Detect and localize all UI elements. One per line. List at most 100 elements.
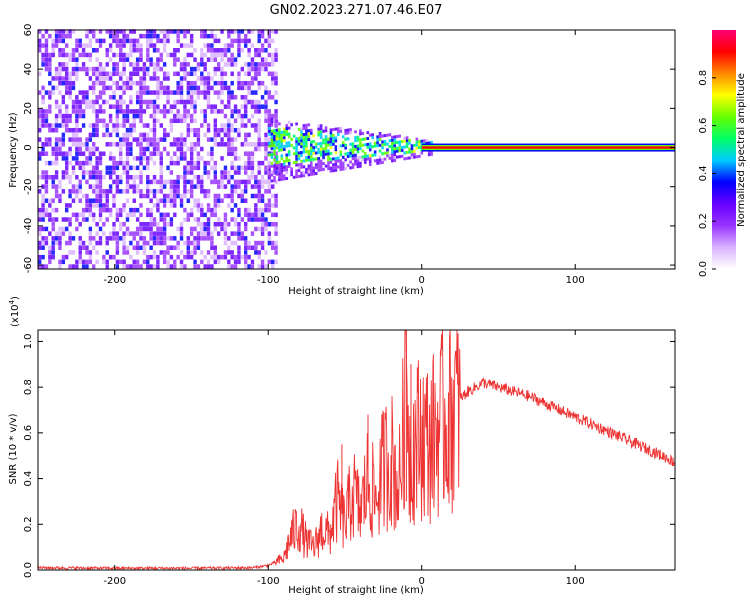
spectrogram-cell (324, 129, 328, 133)
spectrogram-cell (196, 132, 201, 138)
spectrogram-cell (216, 52, 221, 58)
spectrogram-cell (129, 85, 133, 91)
spectrogram-cell (149, 57, 153, 62)
spectrogram-cell (85, 245, 89, 250)
spectrogram-cell (65, 85, 69, 91)
spectrogram-cell (92, 151, 96, 156)
spectrogram-cell (105, 142, 109, 147)
spectrogram-cell (413, 155, 416, 159)
spectrogram-cell (213, 123, 217, 128)
spectrogram-cell (237, 207, 241, 213)
spectrogram-cell (271, 52, 275, 58)
spectrogram-cell (344, 146, 347, 150)
spectrogram-cell (220, 52, 224, 58)
spectrogram-cell (203, 132, 207, 138)
spectrogram-cell (115, 189, 120, 194)
spectrogram-cell (58, 80, 62, 86)
spectrogram-cell (273, 170, 276, 174)
spectrogram-cell (122, 142, 126, 147)
spectrogram-cell (92, 90, 96, 95)
spectrogram-cell (213, 132, 217, 138)
spectrogram-cell (193, 146, 197, 152)
spectrogram-cell (278, 172, 281, 176)
spectrogram-cell (78, 90, 82, 95)
spectrogram-cell (196, 264, 201, 269)
spectrogram-cell (193, 132, 197, 138)
spectrogram-cell (267, 259, 272, 265)
spectrogram-cell (81, 174, 86, 180)
spectrogram-cell (135, 48, 140, 53)
spectrogram-cell (230, 90, 234, 95)
spectrogram-cell (115, 142, 120, 147)
spectrogram-cell (78, 240, 82, 246)
spectrogram-cell (233, 254, 238, 260)
spectrogram-cell (213, 165, 217, 171)
spectrogram-cell (196, 236, 201, 241)
spectrogram-cell (142, 66, 147, 72)
spectrogram-cell (61, 38, 66, 44)
spectrogram-cell (132, 236, 136, 241)
spectrogram-cell (75, 127, 79, 133)
spectrogram-cell (322, 150, 325, 154)
spectrogram-cell (216, 66, 221, 72)
spectrogram-cell (275, 166, 279, 170)
spectrogram-cell (247, 85, 251, 91)
spectrogram-cell (268, 168, 271, 172)
spectrogram-cell (122, 85, 126, 91)
spectrogram-cell (233, 259, 238, 265)
spectrogram-cell (122, 250, 126, 255)
spectrogram-cell (68, 189, 72, 194)
spectrogram-cell (273, 179, 276, 183)
spectrogram-cell (203, 109, 207, 114)
spectrogram-cell (88, 43, 93, 48)
spectrogram-cell (297, 157, 301, 161)
spectrogram-cell (322, 141, 325, 145)
spectrogram-cell (173, 212, 177, 218)
spectrogram-cell (95, 80, 99, 86)
spectrogram-cell (359, 132, 362, 136)
spectrogram-cell (393, 147, 397, 151)
spectrogram-cell (125, 189, 130, 194)
spectrogram-cell (102, 118, 106, 124)
spectrogram-cell (305, 167, 308, 171)
spectrogram-cell (186, 80, 190, 86)
spectrogram-cell (274, 170, 278, 175)
spectrogram-cell (176, 142, 180, 147)
spectrogram-cell (267, 38, 272, 44)
spectrogram-cell (186, 123, 190, 128)
spectrogram-cell (173, 264, 177, 269)
spectrogram-cell (227, 127, 231, 133)
spectrogram-cell (346, 154, 350, 158)
spectrogram-cell (44, 113, 49, 119)
spectrogram-cell (270, 170, 274, 174)
spectrogram-cell (129, 71, 133, 77)
spectrogram-cell (71, 71, 76, 77)
spectrogram-cell (260, 179, 265, 185)
spectrogram-cell (254, 90, 258, 95)
spectrogram-cell (213, 207, 217, 213)
spectrogram-cell (169, 123, 174, 128)
spectrogram-cell (108, 57, 113, 62)
spectrogram-cell (257, 250, 261, 255)
spectrogram-cell (162, 90, 167, 95)
y-tick-label: 1.0 (23, 333, 34, 349)
spectrogram-cell (115, 132, 120, 138)
spectrogram-cell (200, 48, 204, 53)
spectrogram-cell (271, 76, 275, 81)
spectrogram-cell (122, 189, 126, 194)
spectrogram-cell (119, 99, 123, 105)
spectrogram-cell (44, 198, 49, 203)
spectrogram-cell (233, 146, 238, 152)
spectrogram-cell (324, 152, 328, 156)
spectrogram-cell (122, 132, 126, 138)
spectrogram-cell (92, 71, 96, 77)
spectrogram-cell (119, 156, 123, 161)
spectrogram-cell (142, 151, 147, 156)
spectrogram-cell (105, 250, 109, 255)
spectrogram-cell (44, 170, 49, 175)
spectrogram-cell (210, 231, 214, 236)
spectrogram-cell (159, 174, 163, 180)
spectrogram-cell (193, 90, 197, 95)
spectrogram-cell (58, 71, 62, 77)
spectrogram-cell (95, 156, 99, 161)
